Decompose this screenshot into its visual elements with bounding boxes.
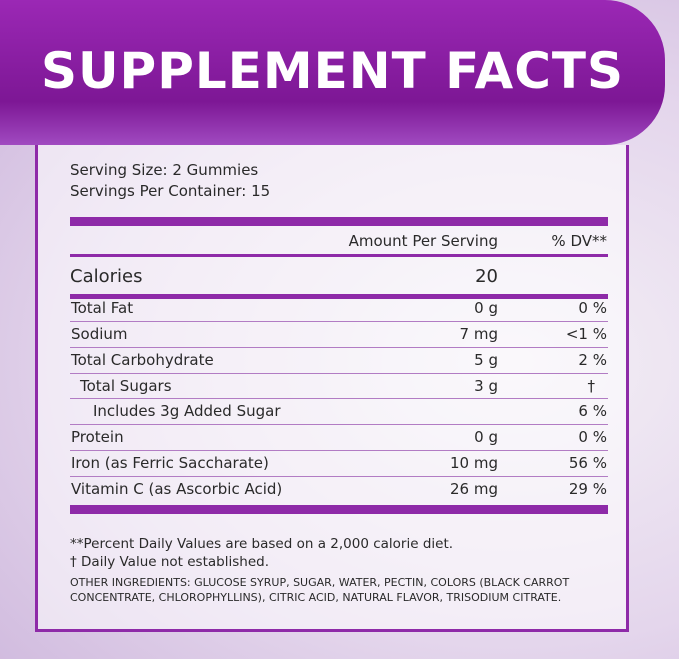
column-header: % DV** <box>551 232 607 250</box>
title: SUPPLEMENT FACTS <box>40 42 625 100</box>
row-name: Includes 3g Added Sugar <box>93 402 281 420</box>
rule <box>70 254 608 257</box>
row-name: Total Sugars <box>80 377 172 395</box>
row-name: Sodium <box>71 325 128 343</box>
row-dv: <1 % <box>565 325 607 343</box>
row-amount: 7 mg <box>459 325 498 343</box>
serving-size: Serving Size: 2 Gummies <box>70 161 259 179</box>
rule <box>70 294 608 299</box>
row-amount: 10 mg <box>450 454 498 472</box>
rule <box>70 217 608 226</box>
facts-panel <box>35 145 629 632</box>
footnote: **Percent Daily Values are based on a 2,… <box>70 536 454 552</box>
row-dv: 2 % <box>578 351 607 369</box>
row-amount: 26 mg <box>450 480 498 498</box>
row-amount: 0 g <box>474 299 498 317</box>
row-name: Iron (as Ferric Saccharate) <box>71 454 269 472</box>
row-name: Total Carbohydrate <box>71 351 214 369</box>
servings-per-container: Servings Per Container: 15 <box>70 182 271 200</box>
row-rule <box>70 424 608 425</box>
rule <box>70 505 608 514</box>
row-rule <box>70 321 608 322</box>
row-name: Total Fat <box>71 299 134 317</box>
row-amount: 3 g <box>474 377 498 395</box>
row-name: Protein <box>71 428 124 446</box>
row-dv: 0 % <box>578 299 607 317</box>
row-rule <box>70 347 608 348</box>
banner <box>0 0 665 145</box>
row-amount: 5 g <box>474 351 498 369</box>
row-dv: 0 % <box>578 428 607 446</box>
row-amount: 0 g <box>474 428 498 446</box>
calories-value: 20 <box>475 266 498 287</box>
row-dv: 29 % <box>568 480 607 498</box>
calories-label: Calories <box>70 266 143 287</box>
row-dv: † <box>587 377 596 395</box>
row-rule <box>70 476 608 477</box>
footnote: † Daily Value not established. <box>70 554 269 570</box>
row-rule <box>70 373 608 374</box>
row-rule <box>70 398 608 399</box>
column-header: Amount Per Serving <box>348 232 498 250</box>
row-dv: 6 % <box>578 402 607 420</box>
row-name: Vitamin C (as Ascorbic Acid) <box>71 480 283 498</box>
other-ingredients: OTHER INGREDIENTS: GLUCOSE SYRUP, SUGAR,… <box>70 576 570 604</box>
row-rule <box>70 450 608 451</box>
row-dv: 56 % <box>568 454 607 472</box>
